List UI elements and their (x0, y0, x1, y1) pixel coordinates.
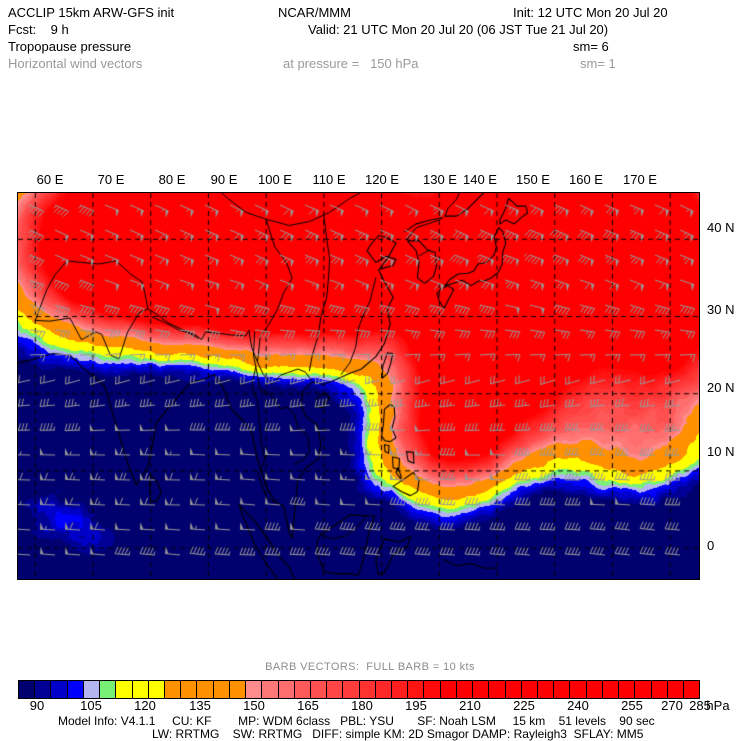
colorbar-tick-165: 165 (297, 698, 319, 713)
header-overlay-level: at pressure = 150 hPa (283, 56, 419, 71)
header-smoothing-overlay: sm= 1 (580, 56, 616, 71)
lon-tick-150-E: 150 E (516, 172, 550, 187)
colorbar-segment (327, 681, 344, 698)
colorbar-segment (35, 681, 52, 698)
colorbar-segment (181, 681, 198, 698)
header-valid-time: Valid: 21 UTC Mon 20 Jul 20 (06 JST Tue … (308, 22, 609, 37)
colorbar-segment (51, 681, 68, 698)
colorbar-tick-195: 195 (405, 698, 427, 713)
colorbar-segment (651, 681, 668, 698)
colorbar-segment (554, 681, 571, 698)
lat-tick-40-N: 40 N (707, 220, 735, 235)
map-plot-area[interactable] (17, 192, 700, 580)
lon-tick-160-E: 160 E (569, 172, 603, 187)
colorbar-segment (473, 681, 490, 698)
colorbar-segment (489, 681, 506, 698)
model-info-line-1: Model Info: V4.1.1 CU: KF MP: WDM 6class… (58, 714, 655, 728)
model-info-line-2: LW: RRTMG SW: RRTMG DIFF: simple KM: 2D … (152, 727, 644, 741)
header-title-model: ACCLIP 15km ARW-GFS init (8, 5, 175, 20)
colorbar-segment (392, 681, 409, 698)
colorbar-segment (262, 681, 279, 698)
colorbar-tick-labels: 90 105 120 135 150 165 180 195 210 225 240 255 270 28… (0, 698, 740, 714)
lat-tick-30-N: 30 N (707, 302, 735, 317)
colorbar-segment (278, 681, 295, 698)
lon-tick-170-E: 170 E (623, 172, 657, 187)
colorbar-tick-180: 180 (351, 698, 373, 713)
colorbar-segment (100, 681, 117, 698)
colorbar-tick-240: 240 (567, 698, 589, 713)
colorbar-segment (521, 681, 538, 698)
header-init-time: Init: 12 UTC Mon 20 Jul 20 (513, 5, 668, 20)
colorbar-units-label: hPa (706, 698, 730, 713)
colorbar-segment (456, 681, 474, 698)
lon-tick-90-E: 90 E (210, 172, 238, 187)
lon-tick-120-E: 120 E (365, 172, 399, 187)
colorbar-segment (375, 681, 393, 698)
lon-tick-110-E: 110 E (312, 172, 346, 187)
colorbar-segment (570, 681, 587, 698)
lat-tick-10-N: 10 N (707, 444, 735, 459)
lon-tick-70-E: 70 E (97, 172, 125, 187)
header-smoothing-field: sm= 6 (573, 39, 609, 54)
lon-tick-100-E: 100 E (258, 172, 292, 187)
colorbar-tick-90: 90 (29, 698, 45, 713)
colorbar-segment (148, 681, 165, 698)
colorbar-segment (635, 681, 652, 698)
barb-vector-legend: BARB VECTORS: FULL BARB = 10 kts (265, 661, 475, 673)
lon-tick-60-E: 60 E (36, 172, 64, 187)
lon-tick-80-E: 80 E (158, 172, 186, 187)
colorbar-segment (505, 681, 522, 698)
lat-tick-20-N: 20 N (707, 380, 735, 395)
colorbar-tick-225: 225 (513, 698, 535, 713)
colorbar-segment (343, 681, 360, 698)
colorbar-segment (116, 681, 133, 698)
colorbar-segment (294, 681, 311, 698)
colorbar-segment (619, 681, 636, 698)
lon-tick-140-E: 140 E (463, 172, 497, 187)
colorbar-segment (246, 681, 263, 698)
colorbar-segment (19, 681, 36, 698)
colorbar-segment (586, 681, 603, 698)
header-overlay-name: Horizontal wind vectors (8, 56, 143, 71)
colorbar-tick-210: 210 (459, 698, 481, 713)
colorbar-tick-150: 150 (243, 698, 265, 713)
header-field-name: Tropopause pressure (8, 39, 132, 54)
lon-tick-130-E: 130 E (423, 172, 457, 187)
colorbar-segment (359, 681, 376, 698)
colorbar-segment (67, 681, 84, 698)
colorbar-segment (602, 681, 620, 698)
colorbar-segment (164, 681, 182, 698)
colorbar-segment (408, 681, 425, 698)
colorbar-segment (132, 681, 149, 698)
colorbar-tick-105: 105 (80, 698, 102, 713)
colorbar-segment (440, 681, 457, 698)
colorbar-tick-120: 120 (134, 698, 156, 713)
tropopause-pressure-field (18, 193, 699, 579)
colorbar-tick-135: 135 (189, 698, 211, 713)
colorbar-segment (197, 681, 214, 698)
colorbar-segment (229, 681, 247, 698)
header-forecast-hour: Fcst: 9 h (8, 22, 69, 37)
pressure-colorbar (18, 680, 700, 699)
colorbar-segment (424, 681, 441, 698)
colorbar-segment (538, 681, 555, 698)
header-center-org: NCAR/MMM (278, 5, 351, 20)
colorbar-segment (83, 681, 101, 698)
colorbar-tick-285: 285 (689, 698, 711, 713)
colorbar-segment (310, 681, 328, 698)
lat-tick-0: 0 (707, 538, 715, 553)
colorbar-segment (667, 681, 684, 698)
colorbar-tick-255: 255 (621, 698, 643, 713)
colorbar-tick-270: 270 (661, 698, 683, 713)
colorbar-segment (213, 681, 230, 698)
colorbar-segment (683, 681, 700, 698)
